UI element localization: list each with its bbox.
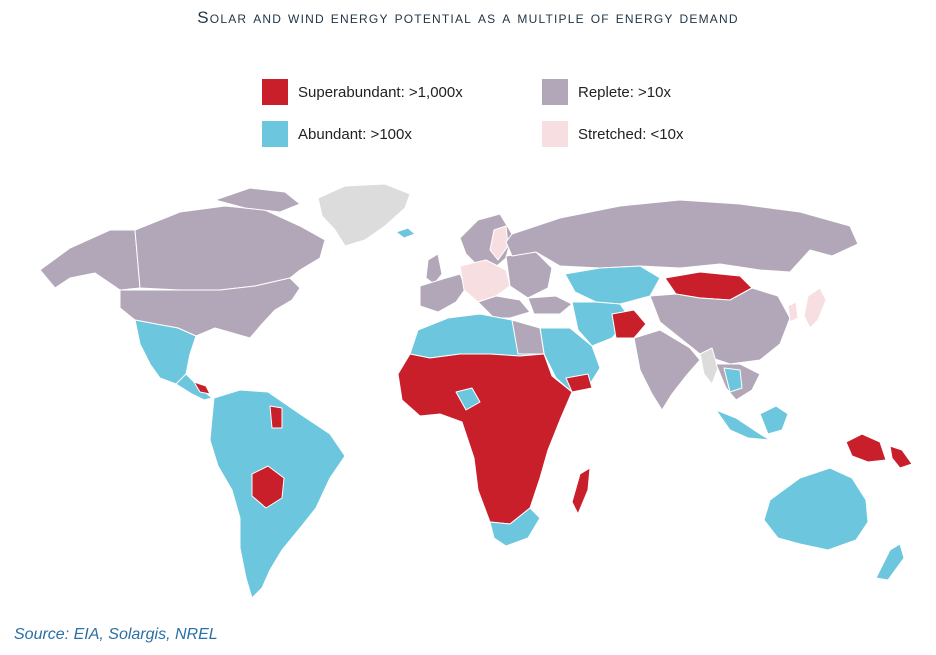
region-alaska	[39, 229, 141, 291]
region-australia	[763, 467, 869, 551]
region-china	[649, 287, 791, 365]
region-eastern-europe	[505, 251, 553, 299]
region-pacific-islands	[889, 445, 913, 469]
region-arctic-islands	[214, 187, 301, 213]
region-canada	[134, 205, 326, 291]
region-nigeria	[455, 387, 481, 411]
region-honduras-nicaragua	[193, 381, 211, 395]
region-central-america	[175, 373, 213, 401]
region-western-europe	[419, 273, 467, 313]
region-uk	[425, 253, 443, 285]
legend-label-abundant: Abundant: >100x	[298, 125, 412, 143]
region-sweden	[489, 225, 509, 261]
region-south-africa	[489, 507, 541, 547]
region-india	[633, 329, 701, 411]
region-kazakhstan	[564, 265, 661, 305]
legend-swatch-stretched	[542, 121, 568, 147]
region-new-zealand	[875, 543, 905, 581]
region-borneo-sulawesi	[759, 405, 789, 435]
legend-swatch-replete	[542, 79, 568, 105]
legend-item-replete: Replete: >10x	[542, 78, 671, 106]
region-korea	[787, 301, 799, 323]
legend: Superabundant: >1,000x Replete: >10x Abu…	[262, 78, 732, 154]
legend-label-superabundant: Superabundant: >1,000x	[298, 83, 463, 101]
region-egypt	[511, 319, 545, 355]
region-afghanistan	[611, 309, 647, 339]
legend-item-abundant: Abundant: >100x	[262, 120, 412, 148]
legend-swatch-superabundant	[262, 79, 288, 105]
region-iceland	[395, 227, 416, 239]
region-papua-new-guinea	[845, 433, 887, 463]
map-title: Solar and wind energy potential as a mul…	[197, 8, 739, 27]
region-greenland	[317, 183, 411, 247]
region-central-europe	[459, 259, 511, 303]
legend-item-stretched: Stretched: <10x	[542, 120, 683, 148]
region-russia	[505, 199, 859, 273]
region-guyana	[269, 405, 283, 429]
world-map	[39, 183, 913, 599]
legend-label-replete: Replete: >10x	[578, 83, 671, 101]
region-bolivia	[251, 465, 285, 509]
source-note: Source: EIA, Solargis, NREL	[14, 626, 218, 643]
region-indonesia	[715, 409, 771, 441]
legend-label-stretched: Stretched: <10x	[578, 125, 684, 143]
region-thailand	[723, 367, 743, 393]
legend-item-superabundant: Superabundant: >1,000x	[262, 78, 463, 106]
region-madagascar	[571, 467, 591, 515]
region-myanmar	[699, 347, 719, 385]
legend-swatch-abundant	[262, 121, 288, 147]
region-turkey	[527, 295, 573, 315]
region-japan	[803, 287, 827, 329]
region-yemen	[565, 373, 593, 393]
region-sub-saharan-africa	[397, 353, 573, 525]
